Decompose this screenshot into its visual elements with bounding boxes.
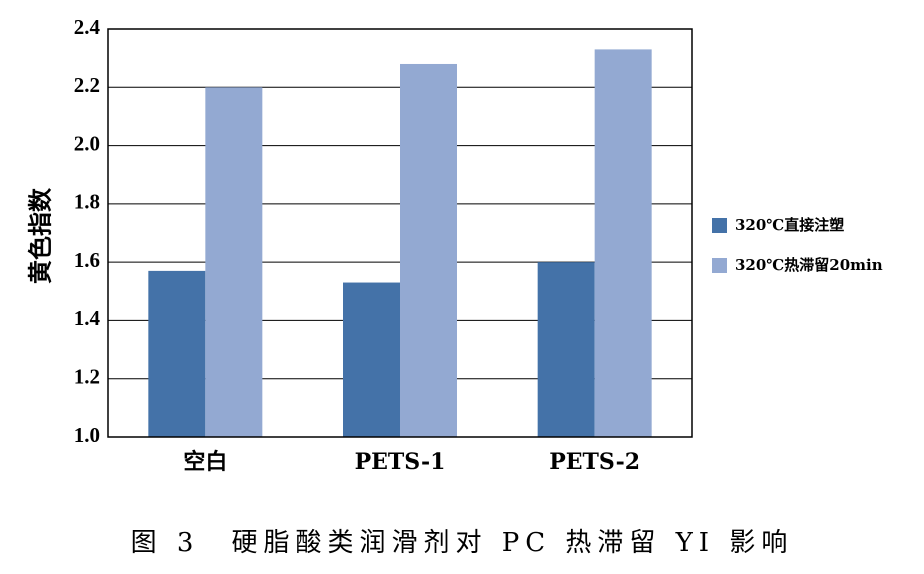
- y-tick-label: 2.0: [74, 131, 100, 155]
- figure-caption: 图 3 硬脂酸类润滑剂对 PC 热滞留 YI 影响: [130, 528, 794, 558]
- bar: [205, 87, 263, 438]
- bar: [343, 282, 400, 437]
- y-tick-label: 1.0: [74, 423, 100, 447]
- bar: [400, 63, 457, 437]
- legend-swatch: [712, 258, 727, 273]
- x-tick-labels: 空白 PETS-1 PETS-2: [183, 449, 640, 475]
- y-tick-label: 2.4: [74, 15, 101, 39]
- legend-label: 320℃直接注塑: [735, 216, 844, 234]
- legend: 320℃直接注塑 320℃热滞留20min: [712, 216, 883, 274]
- x-tick-label: 空白: [183, 449, 227, 475]
- y-tick-label: 1.6: [74, 248, 100, 272]
- bar: [148, 270, 206, 437]
- bar: [594, 49, 652, 438]
- y-tick-label: 1.2: [74, 365, 100, 389]
- plot-frame: [107, 28, 693, 438]
- legend-swatch: [712, 218, 727, 233]
- bar: [537, 262, 595, 437]
- y-axis-label: 黄色指数: [26, 187, 55, 284]
- y-tick-labels: 1.0 1.2 1.4 1.6 1.8 2.0 2.2 2.4: [74, 15, 101, 447]
- bar-chart: 1.01.21.41.61.82.02.22.4 空白 PETS-1 PETS-2 …: [26, 15, 883, 475]
- x-tick-label: PETS-2: [549, 449, 640, 475]
- bars: [148, 49, 652, 438]
- y-tick-label: 1.8: [74, 190, 100, 214]
- x-tick-label: PETS-1: [355, 449, 446, 475]
- legend-label: 320℃热滞留20min: [735, 256, 883, 274]
- y-tick-label: 2.2: [74, 73, 100, 97]
- y-tick-label: 1.4: [74, 306, 101, 330]
